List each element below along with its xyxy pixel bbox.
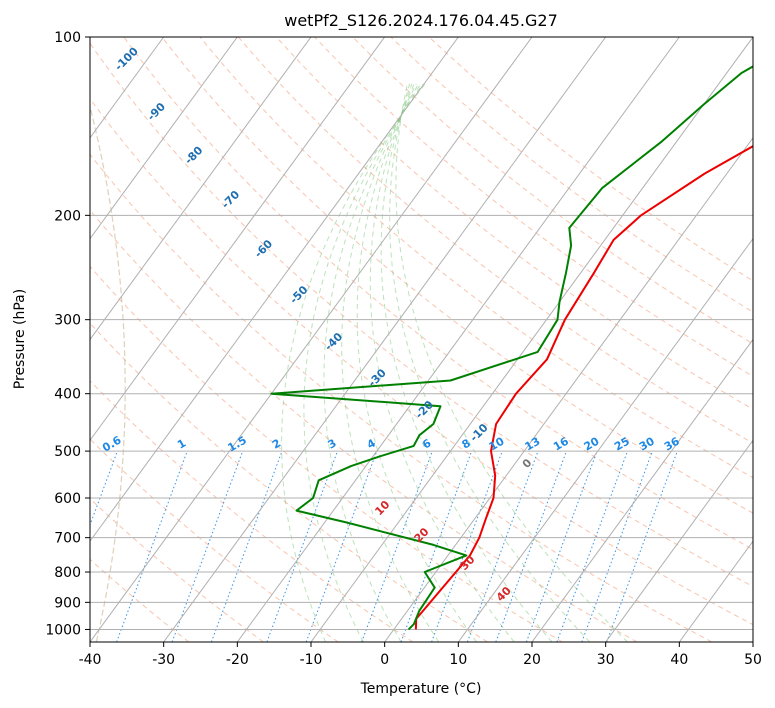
dry-adiabat-line: [90, 209, 638, 642]
mixing-ratio-label: 4: [365, 436, 378, 451]
isotherm-line: [90, 37, 238, 240]
moist-adiabat-label: 10: [372, 498, 392, 518]
y-tick-label: 700: [54, 531, 81, 547]
moist-adiabat-label: 30: [458, 553, 478, 573]
isotherm-line: [90, 37, 459, 543]
dry-adiabat-line: [90, 380, 414, 642]
isotherm-line: [531, 338, 753, 642]
mixing-ratio-label: 3: [325, 437, 338, 452]
moist-adiabat-label: 40: [494, 584, 514, 604]
dry-adiabat-line: [123, 37, 753, 550]
dry-adiabat-line: [90, 42, 753, 588]
isotherm-line: [384, 136, 753, 642]
mixing-ratio-line: [556, 450, 628, 642]
moist-adiabat-line: [380, 83, 553, 642]
moist-adiabat-line: [356, 83, 477, 642]
mixing-ratio-line: [305, 450, 378, 642]
y-tick-label: 900: [54, 595, 81, 611]
dry-adiabat-label: -60: [252, 237, 275, 260]
dry-adiabat-line: [90, 98, 753, 626]
x-tick-label: -20: [226, 652, 249, 668]
dry-adiabat-line: [390, 37, 753, 313]
dry-adiabat-label: -20: [413, 398, 436, 421]
dry-adiabat-line: [428, 37, 753, 282]
dry-adiabat-line: [276, 37, 753, 410]
dry-adiabat-line: [90, 438, 339, 642]
y-tick-label: 400: [54, 387, 81, 403]
y-tick-label: 1000: [45, 622, 81, 638]
temperature-profile: [414, 145, 753, 630]
isotherm-line: [310, 37, 753, 642]
mixing-ratio-line: [210, 450, 283, 642]
isotherm-line: [678, 540, 753, 642]
y-tick-label: 800: [54, 565, 81, 581]
moist-adiabat-line: [369, 83, 515, 642]
isotherm-line: [90, 37, 533, 642]
dry-adiabat-line: [314, 37, 753, 377]
dry-adiabat-line: [90, 322, 488, 642]
dry-adiabat-label: -90: [145, 100, 168, 123]
isotherm-line: [90, 37, 312, 341]
dry-adiabat-line: [90, 153, 712, 642]
x-tick-label: 50: [744, 652, 762, 668]
x-tick-label: -40: [79, 652, 102, 668]
isotherm-line: [752, 641, 753, 642]
dry-adiabat-label: -70: [219, 188, 242, 211]
dry-adiabat-line: [161, 37, 753, 514]
y-tick-label: 600: [54, 491, 81, 507]
x-tick-label: 40: [670, 652, 688, 668]
y-axis-label: Pressure (hPa): [12, 289, 28, 389]
background-lines: [0, 37, 753, 642]
moist-adiabat-line: [341, 83, 440, 642]
background-curve: [90, 104, 126, 642]
dry-adiabat-line: [90, 497, 264, 642]
x-tick-label: 30: [597, 652, 615, 668]
x-tick-label: -10: [300, 652, 323, 668]
dry-adiabat-line: [237, 37, 753, 444]
dry-adiabat-line: [199, 37, 753, 479]
x-axis-label: Temperature (°C): [360, 681, 482, 697]
dry-adiabat-line: [90, 265, 563, 642]
plot-frame: [89, 36, 754, 643]
pressure-gridlines: [90, 37, 753, 642]
dry-adiabat-label: -100: [112, 44, 141, 73]
isotherm-line: [457, 237, 753, 642]
y-axis: 100 200 300 400 500 600 700 800 900 1000: [45, 30, 90, 638]
sounding-profiles: [270, 65, 753, 631]
dry-adiabat-label: 0: [520, 456, 535, 471]
mixing-ratio-label: 6: [420, 436, 433, 451]
moist-adiabat-line: [323, 83, 422, 642]
isotherm-line: [236, 37, 680, 642]
moist-adiabat-line: [389, 83, 591, 642]
y-tick-label: 100: [54, 30, 81, 46]
isotherm-line: [605, 439, 753, 642]
dry-adiabat-line: [90, 558, 190, 642]
moist-adiabat-line: [281, 83, 426, 642]
x-tick-label: 20: [523, 652, 541, 668]
moist-adiabat-line: [395, 83, 628, 642]
mixing-ratio-line: [171, 450, 244, 642]
y-tick-label: 200: [54, 208, 81, 224]
mixing-ratio-label: 2: [270, 437, 283, 452]
x-tick-label: 0: [380, 652, 389, 668]
isotherm-line: [90, 37, 386, 442]
isotherm-line: [163, 37, 607, 642]
chart-title: wetPf2_S126.2024.176.04.45.G27: [284, 11, 558, 31]
x-tick-label: 10: [449, 652, 467, 668]
x-tick-label: -30: [152, 652, 175, 668]
dry-adiabat-label: -50: [287, 283, 310, 306]
moist-adiabat-line: [303, 83, 424, 642]
y-tick-label: 500: [54, 444, 81, 460]
mixing-ratio-line: [116, 450, 188, 642]
dewpoint-profile: [270, 65, 753, 631]
mixing-ratio-line: [0, 451, 62, 642]
dry-adiabat-line: [352, 37, 753, 345]
y-tick-label: 300: [54, 313, 81, 329]
mixing-ratio-label: 1: [175, 437, 188, 452]
x-axis: -40 -30 -20 -10 0 10 20 30 40 50: [79, 642, 762, 668]
mixing-ratio-line: [495, 450, 567, 642]
